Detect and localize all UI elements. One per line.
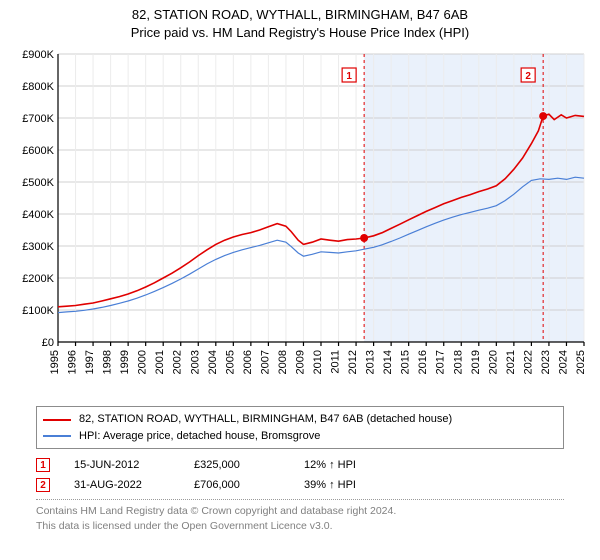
svg-text:2016: 2016 bbox=[417, 350, 429, 374]
svg-text:2011: 2011 bbox=[330, 350, 342, 374]
page: 82, STATION ROAD, WYTHALL, BIRMINGHAM, B… bbox=[0, 0, 600, 560]
legend: 82, STATION ROAD, WYTHALL, BIRMINGHAM, B… bbox=[36, 406, 564, 449]
transaction-pct: 12% ↑ HPI bbox=[304, 459, 424, 471]
svg-text:£300K: £300K bbox=[22, 241, 54, 253]
svg-text:2007: 2007 bbox=[259, 350, 271, 374]
svg-text:2020: 2020 bbox=[487, 350, 499, 374]
svg-text:1999: 1999 bbox=[119, 350, 131, 374]
svg-text:2022: 2022 bbox=[522, 350, 534, 374]
title-line-2: Price paid vs. HM Land Registry's House … bbox=[0, 24, 600, 42]
svg-text:2023: 2023 bbox=[540, 350, 552, 374]
svg-text:2004: 2004 bbox=[207, 350, 219, 374]
title-line-1: 82, STATION ROAD, WYTHALL, BIRMINGHAM, B… bbox=[0, 6, 600, 24]
svg-text:£400K: £400K bbox=[22, 209, 54, 221]
svg-text:£700K: £700K bbox=[22, 113, 54, 125]
legend-item-2: HPI: Average price, detached house, Brom… bbox=[43, 428, 557, 445]
svg-text:2000: 2000 bbox=[137, 350, 149, 374]
svg-text:2014: 2014 bbox=[382, 350, 394, 374]
legend-label-1: 82, STATION ROAD, WYTHALL, BIRMINGHAM, B… bbox=[79, 411, 452, 428]
transaction-date: 15-JUN-2012 bbox=[74, 459, 194, 471]
legend-label-2: HPI: Average price, detached house, Brom… bbox=[79, 428, 320, 445]
svg-text:2025: 2025 bbox=[575, 350, 587, 374]
transaction-row: 2 31-AUG-2022 £706,000 39% ↑ HPI bbox=[36, 475, 564, 495]
svg-text:1: 1 bbox=[346, 71, 352, 82]
transaction-price: £325,000 bbox=[194, 459, 304, 471]
svg-text:2013: 2013 bbox=[365, 350, 377, 374]
svg-text:2015: 2015 bbox=[400, 350, 412, 374]
svg-text:2002: 2002 bbox=[172, 350, 184, 374]
svg-text:2024: 2024 bbox=[557, 350, 569, 374]
svg-text:2008: 2008 bbox=[277, 350, 289, 374]
svg-text:2001: 2001 bbox=[154, 350, 166, 374]
separator bbox=[36, 499, 564, 500]
svg-text:2018: 2018 bbox=[452, 350, 464, 374]
svg-text:2003: 2003 bbox=[189, 350, 201, 374]
svg-text:1997: 1997 bbox=[84, 350, 96, 374]
transaction-pct: 39% ↑ HPI bbox=[304, 479, 424, 491]
transaction-row: 1 15-JUN-2012 £325,000 12% ↑ HPI bbox=[36, 455, 564, 475]
svg-text:1995: 1995 bbox=[49, 350, 61, 374]
transaction-marker-1: 1 bbox=[36, 458, 50, 472]
footnote: Contains HM Land Registry data © Crown c… bbox=[36, 504, 564, 532]
svg-text:2017: 2017 bbox=[435, 350, 447, 374]
footnote-line-1: Contains HM Land Registry data © Crown c… bbox=[36, 504, 564, 518]
svg-text:£500K: £500K bbox=[22, 177, 54, 189]
svg-text:2: 2 bbox=[525, 71, 531, 82]
svg-text:2021: 2021 bbox=[505, 350, 517, 374]
svg-text:2010: 2010 bbox=[312, 350, 324, 374]
svg-text:2019: 2019 bbox=[470, 350, 482, 374]
svg-text:1996: 1996 bbox=[67, 350, 79, 374]
svg-text:2005: 2005 bbox=[224, 350, 236, 374]
svg-text:£200K: £200K bbox=[22, 273, 54, 285]
legend-item-1: 82, STATION ROAD, WYTHALL, BIRMINGHAM, B… bbox=[43, 411, 557, 428]
transactions-table: 1 15-JUN-2012 £325,000 12% ↑ HPI 2 31-AU… bbox=[36, 455, 564, 495]
svg-text:£800K: £800K bbox=[22, 81, 54, 93]
svg-text:2012: 2012 bbox=[347, 350, 359, 374]
transaction-marker-2: 2 bbox=[36, 478, 50, 492]
transaction-price: £706,000 bbox=[194, 479, 304, 491]
svg-text:£0: £0 bbox=[42, 337, 54, 349]
transaction-date: 31-AUG-2022 bbox=[74, 479, 194, 491]
svg-text:2009: 2009 bbox=[294, 350, 306, 374]
legend-swatch-2 bbox=[43, 435, 71, 437]
footnote-line-2: This data is licensed under the Open Gov… bbox=[36, 519, 564, 533]
svg-text:£900K: £900K bbox=[22, 49, 54, 61]
chart-svg: £0 £100K £200K £300K £400K £500K £600K £700K £80… bbox=[10, 48, 590, 400]
svg-text:£600K: £600K bbox=[22, 145, 54, 157]
svg-text:1998: 1998 bbox=[102, 350, 114, 374]
title-block: 82, STATION ROAD, WYTHALL, BIRMINGHAM, B… bbox=[0, 0, 600, 44]
svg-text:2006: 2006 bbox=[242, 350, 254, 374]
legend-swatch-1 bbox=[43, 419, 71, 421]
chart: £0 £100K £200K £300K £400K £500K £600K £700K £80… bbox=[10, 48, 590, 400]
svg-text:£100K: £100K bbox=[22, 305, 54, 317]
